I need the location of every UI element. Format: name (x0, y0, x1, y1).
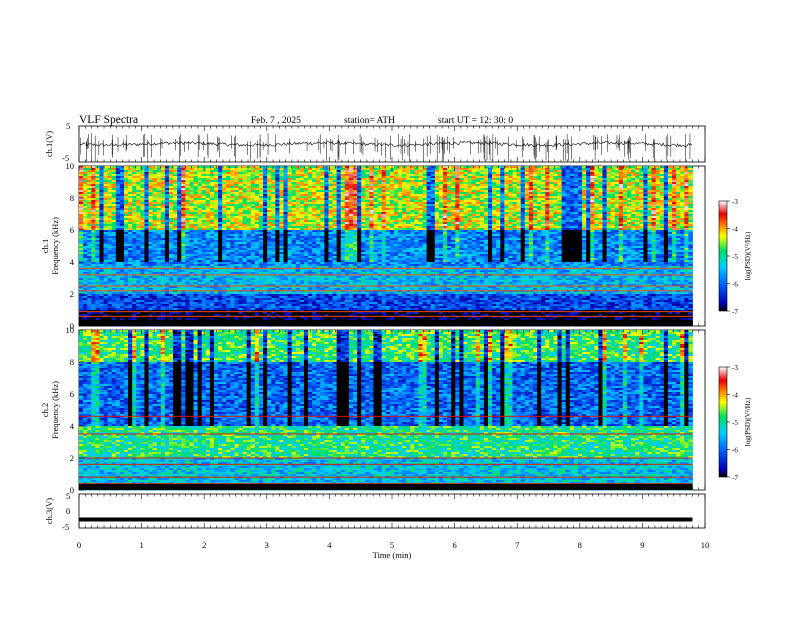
figure-title: VLF Spectra (79, 114, 138, 126)
ch1-spectrogram-image (79, 166, 693, 326)
header-station: station= ATH (344, 116, 395, 126)
header-date: Feb. 7 , 2025 (251, 116, 301, 126)
ch1-ylabel: ch.1(V) (44, 131, 54, 157)
ch1-waveform-panel: 5 -5 ch.1(V) (44, 121, 705, 163)
header-start-time: start UT = 12: 30: 0 (438, 116, 513, 126)
ch1-ytick-top: 5 (66, 121, 70, 131)
